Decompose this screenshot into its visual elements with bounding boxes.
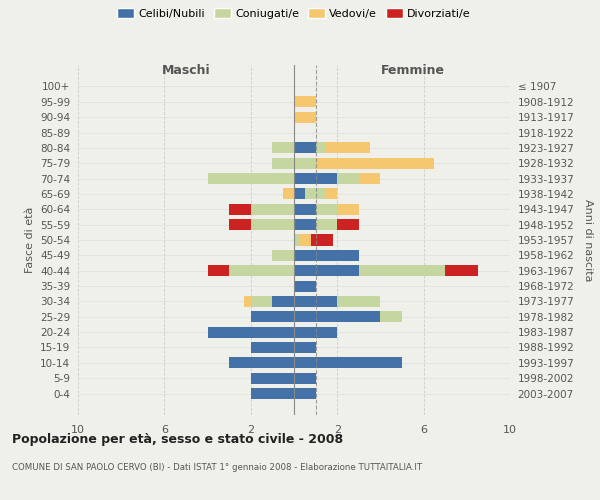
Bar (251, 342, 294, 353)
Bar (294, 96, 316, 108)
Bar (326, 142, 370, 154)
Bar (305, 188, 326, 200)
Bar (294, 234, 301, 246)
Bar (229, 204, 251, 215)
Bar (251, 372, 294, 384)
Bar (251, 388, 294, 399)
Bar (294, 312, 380, 322)
Bar (294, 250, 359, 261)
Bar (311, 234, 333, 246)
Bar (326, 188, 337, 200)
Bar (337, 173, 359, 184)
Bar (251, 312, 294, 322)
Bar (251, 296, 272, 307)
Bar (294, 388, 316, 399)
Bar (294, 372, 316, 384)
Bar (294, 342, 316, 353)
Bar (294, 204, 316, 215)
Bar (294, 158, 316, 168)
Bar (208, 265, 229, 276)
Text: Popolazione per età, sesso e stato civile - 2008: Popolazione per età, sesso e stato civil… (12, 432, 343, 446)
Text: Femmine: Femmine (381, 64, 445, 77)
Bar (445, 265, 478, 276)
Y-axis label: Fasce di età: Fasce di età (25, 207, 35, 273)
Bar (359, 173, 380, 184)
Bar (294, 265, 359, 276)
Bar (272, 158, 294, 168)
Text: Maschi: Maschi (161, 64, 211, 77)
Bar (380, 312, 402, 322)
Bar (272, 296, 294, 307)
Text: COMUNE DI SAN PAOLO CERVO (BI) - Dati ISTAT 1° gennaio 2008 - Elaborazione TUTTA: COMUNE DI SAN PAOLO CERVO (BI) - Dati IS… (12, 463, 422, 472)
Bar (294, 326, 337, 338)
Legend: Celibi/Nubili, Coniugati/e, Vedovi/e, Divorziati/e: Celibi/Nubili, Coniugati/e, Vedovi/e, Di… (118, 8, 470, 19)
Bar (272, 142, 294, 154)
Bar (301, 234, 311, 246)
Y-axis label: Anni di nascita: Anni di nascita (583, 198, 593, 281)
Bar (294, 173, 337, 184)
Bar (229, 265, 294, 276)
Bar (229, 219, 251, 230)
Bar (244, 296, 251, 307)
Bar (229, 358, 294, 368)
Bar (251, 204, 294, 215)
Bar (294, 358, 402, 368)
Bar (208, 173, 294, 184)
Bar (294, 142, 316, 154)
Bar (251, 219, 294, 230)
Bar (316, 158, 434, 168)
Bar (294, 219, 316, 230)
Bar (359, 265, 445, 276)
Bar (316, 219, 337, 230)
Bar (294, 188, 305, 200)
Bar (294, 112, 316, 122)
Bar (337, 296, 380, 307)
Bar (316, 142, 326, 154)
Bar (316, 204, 337, 215)
Bar (294, 296, 337, 307)
Bar (283, 188, 294, 200)
Bar (272, 250, 294, 261)
Bar (294, 280, 316, 291)
Bar (337, 204, 359, 215)
Bar (208, 326, 294, 338)
Bar (337, 219, 359, 230)
